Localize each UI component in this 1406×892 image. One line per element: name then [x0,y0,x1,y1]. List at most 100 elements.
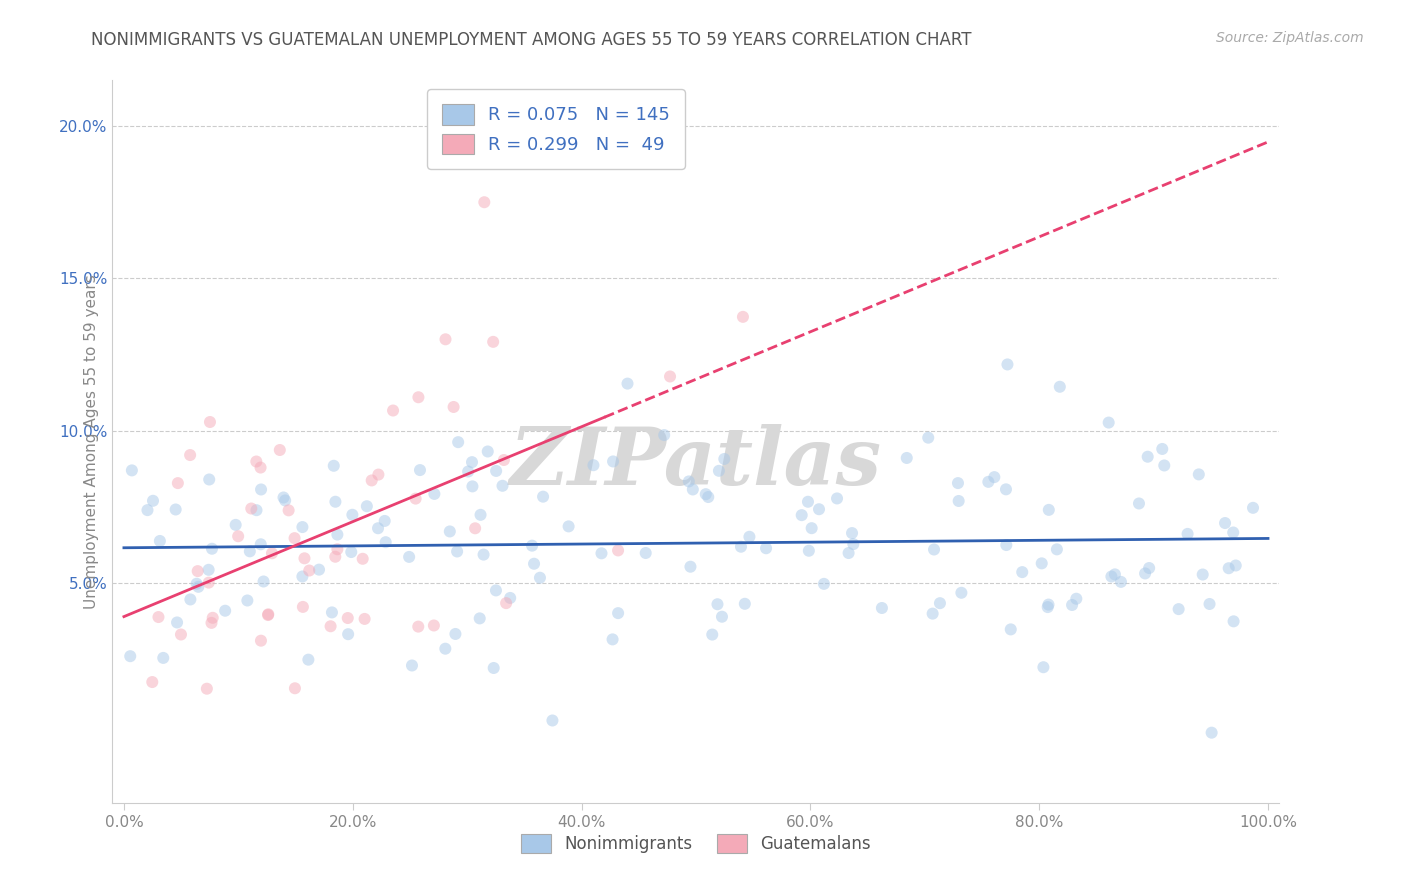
Point [401,658,423,673]
Point [198,473,221,487]
Point [197,563,219,577]
Point [707,464,730,478]
Point [434,332,457,346]
Point [252,574,274,589]
Point [1049,380,1071,394]
Point [257,607,280,622]
Point [1191,567,1213,582]
Point [499,591,522,605]
Point [165,502,187,516]
Point [582,458,605,473]
Point [710,609,733,624]
Point [1177,527,1199,541]
Point [273,491,295,505]
Point [240,501,263,516]
Text: ZIPatlas: ZIPatlas [510,425,882,502]
Point [409,463,432,477]
Point [1222,525,1244,540]
Point [319,619,342,633]
Point [797,543,820,558]
Point [713,452,735,467]
Point [197,575,219,590]
Point [326,527,349,541]
Point [374,535,396,549]
Point [136,503,159,517]
Point [443,400,465,414]
Point [142,493,165,508]
Point [841,526,863,541]
Point [201,541,224,556]
Point [148,610,170,624]
Legend: Nonimmigrants, Guatemalans: Nonimmigrants, Guatemalans [515,827,877,860]
Point [602,632,624,647]
Point [226,529,249,543]
Point [1213,516,1236,530]
Point [697,490,720,504]
Point [790,508,813,523]
Point [1136,450,1159,464]
Point [408,390,430,404]
Point [541,714,564,728]
Point [269,442,291,457]
Point [167,476,190,491]
Point [257,608,280,623]
Point [842,537,865,551]
Point [260,546,283,560]
Point [702,627,724,641]
Point [997,358,1019,372]
Point [995,538,1018,552]
Point [1152,442,1174,456]
Point [195,681,218,696]
Point [492,453,515,467]
Point [682,483,704,497]
Point [1036,600,1059,615]
Point [250,633,273,648]
Point [738,530,761,544]
Point [523,557,546,571]
Point [730,540,752,554]
Point [447,435,470,450]
Point [166,615,188,630]
Point [531,490,554,504]
Point [170,627,193,641]
Point [340,545,363,559]
Point [520,539,543,553]
Point [461,455,484,469]
Point [434,641,457,656]
Point [200,615,222,630]
Point [214,604,236,618]
Point [678,475,700,489]
Point [950,586,973,600]
Point [491,479,513,493]
Point [464,521,486,535]
Point [250,483,273,497]
Point [634,546,657,560]
Point [277,503,299,517]
Point [948,494,970,508]
Point [602,454,624,468]
Text: Source: ZipAtlas.com: Source: ZipAtlas.com [1216,31,1364,45]
Point [249,460,271,475]
Point [294,551,316,566]
Point [352,551,374,566]
Point [607,606,630,620]
Point [813,577,835,591]
Point [1128,496,1150,510]
Point [1031,557,1053,571]
Point [734,597,756,611]
Point [731,310,754,324]
Point [482,661,505,675]
Point [446,544,468,558]
Point [557,519,579,533]
Point [186,576,208,591]
Point [1046,542,1069,557]
Point [406,619,429,633]
Point [367,521,389,535]
Point [838,546,860,560]
Point [423,618,446,632]
Point [870,601,893,615]
Point [929,596,952,610]
Point [360,474,382,488]
Point [485,464,508,478]
Point [679,559,702,574]
